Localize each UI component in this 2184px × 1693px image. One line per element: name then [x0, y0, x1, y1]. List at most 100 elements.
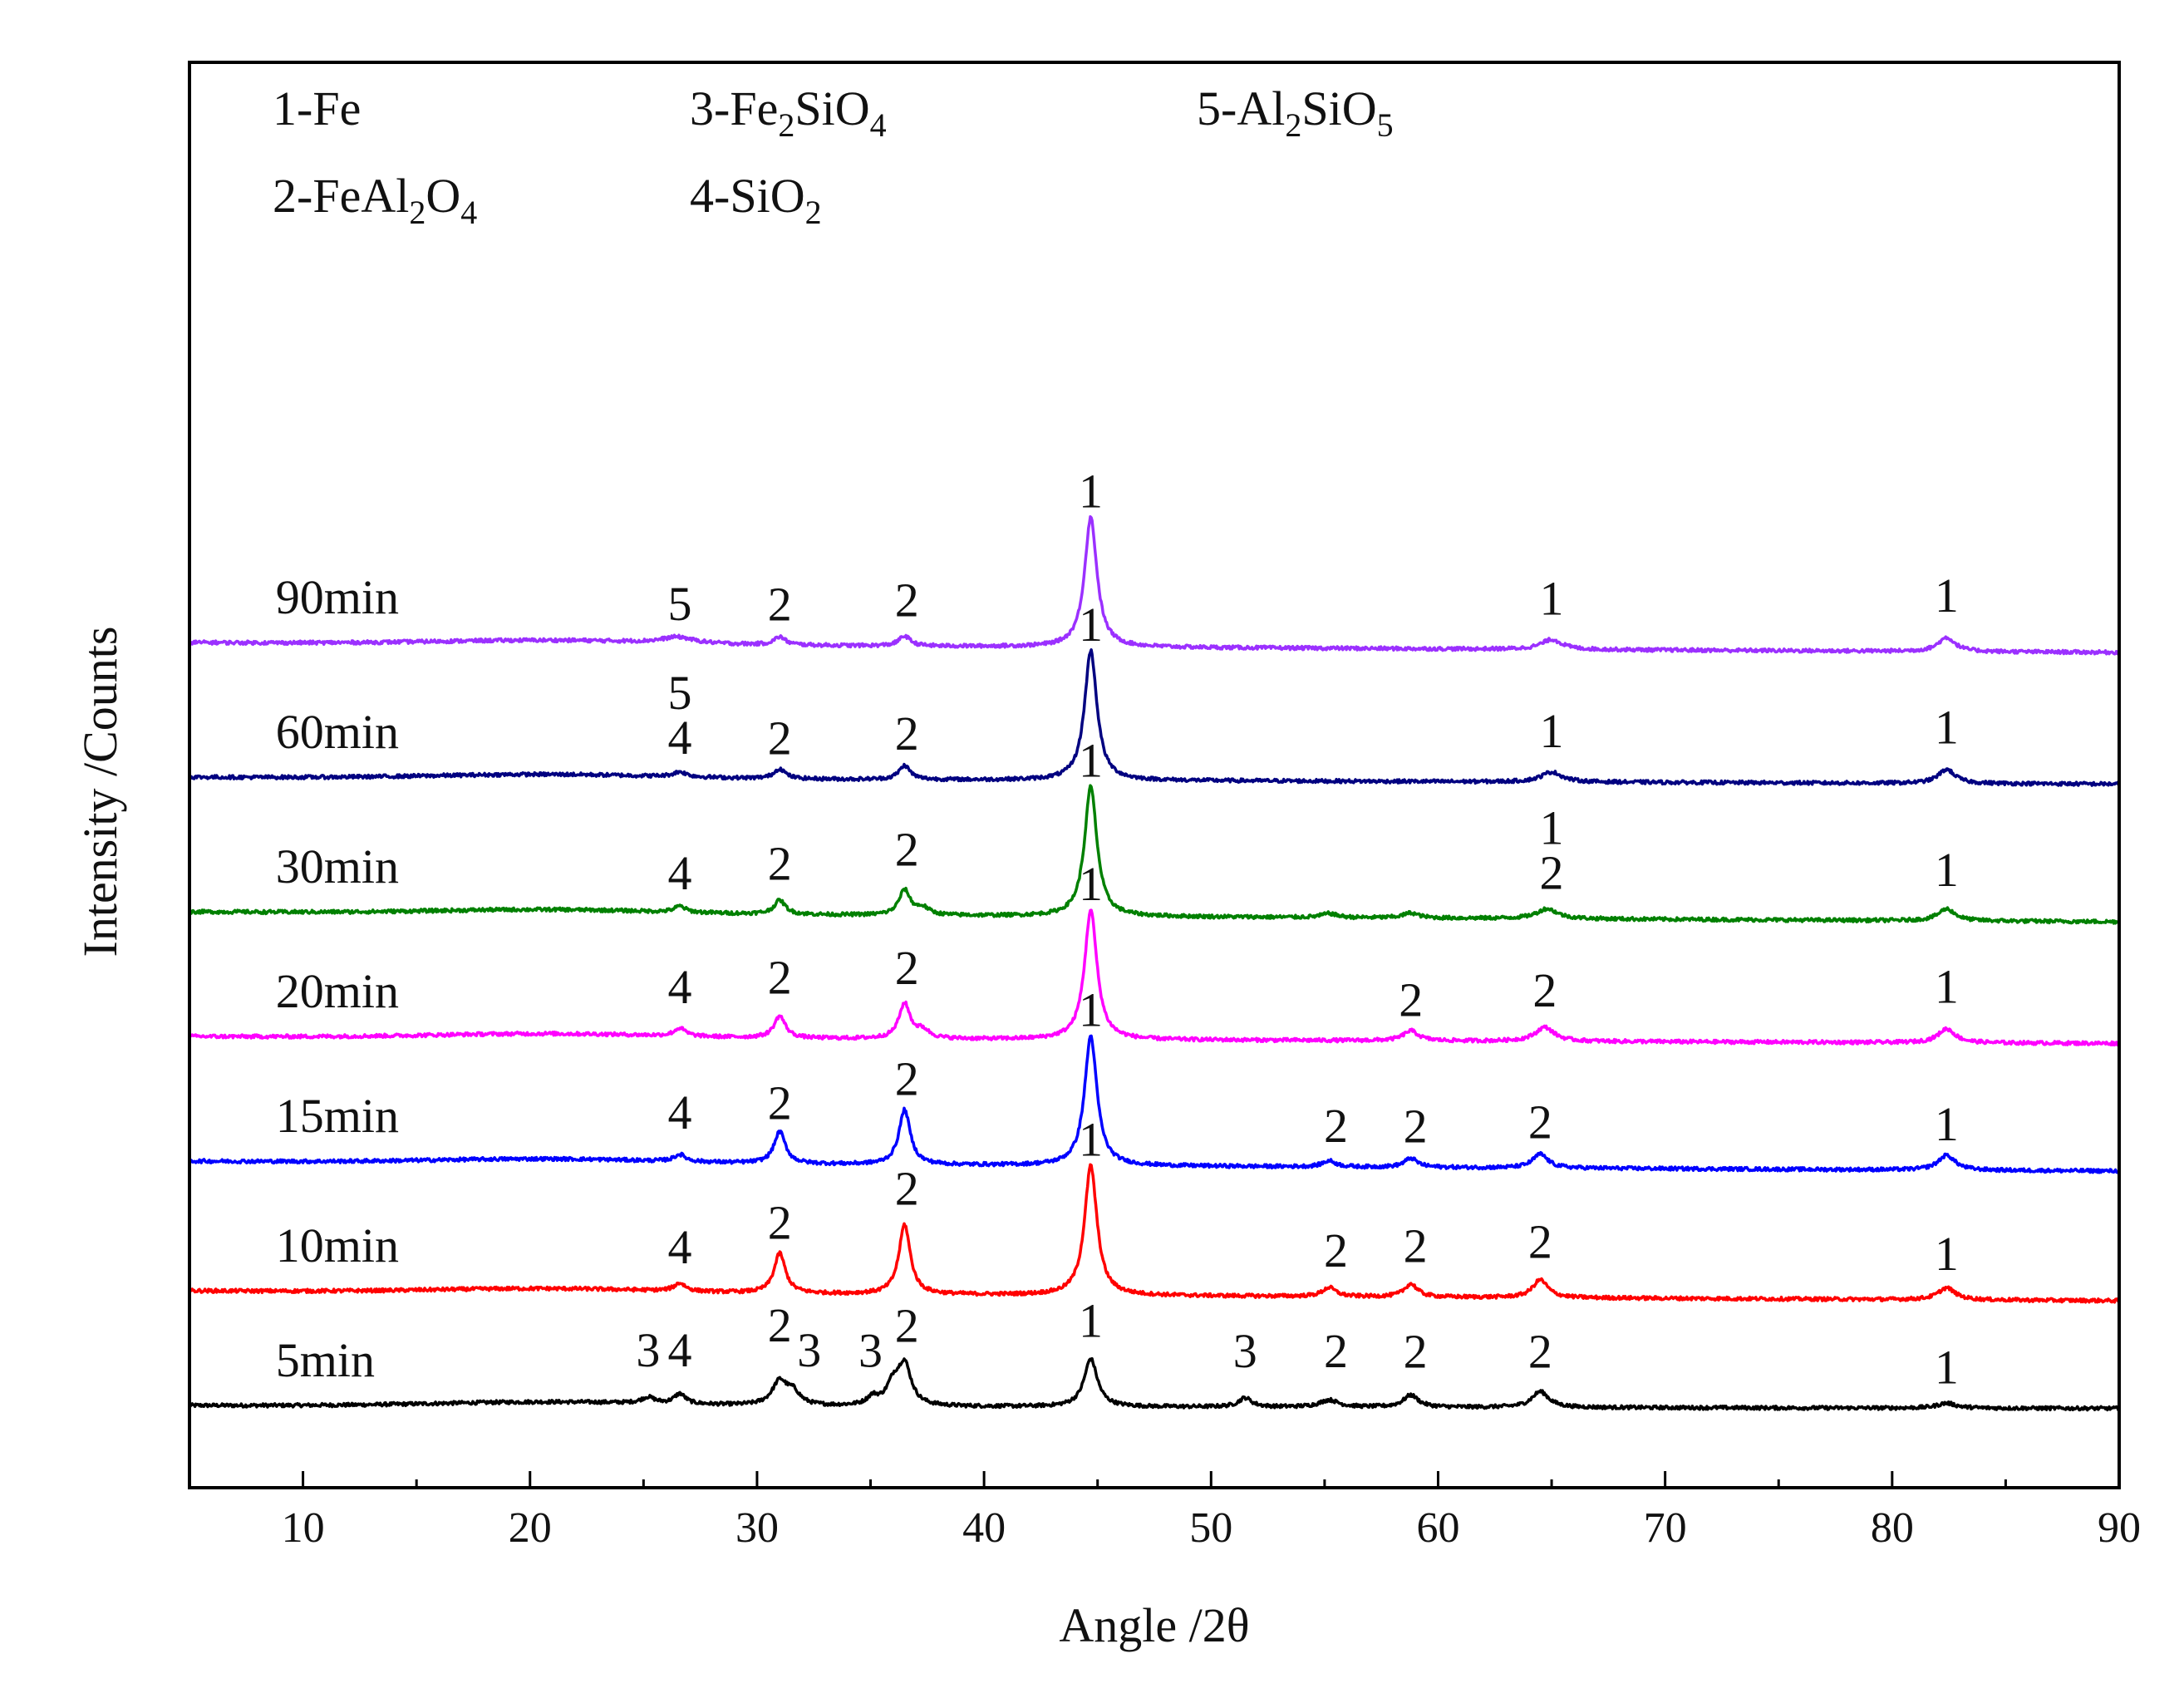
legend-dash: - — [1221, 81, 1237, 135]
x-axis-label: Angle /2θ — [1059, 1598, 1249, 1652]
peak-label: 1 — [1540, 571, 1564, 625]
legend-entry: 1-Fe — [273, 81, 361, 135]
peak-label: 2 — [895, 573, 919, 627]
peak-label: 2 — [768, 578, 792, 632]
x-tick-label: 10 — [282, 1504, 325, 1552]
legend-entry-number: 2 — [273, 169, 297, 223]
legend-entry-number: 5 — [1197, 81, 1221, 135]
legend-formula-part: Fe — [730, 81, 778, 135]
legend-dash: - — [297, 169, 312, 223]
peak-label: 2 — [895, 941, 919, 995]
x-tick-label: 70 — [1644, 1504, 1687, 1552]
peak-label: 2 — [768, 1298, 792, 1352]
series-line-5min — [188, 1356, 2120, 1412]
peak-label: 1 — [1935, 1340, 1959, 1394]
peak-label: 1 — [1935, 1227, 1959, 1281]
legend-dash: - — [297, 81, 312, 135]
legend-subscript: 4 — [870, 106, 887, 144]
legend-formula-part: Fe — [312, 81, 361, 135]
x-tick-label: 50 — [1189, 1504, 1232, 1552]
legend-subscript: 2 — [1285, 106, 1301, 144]
series-line-60min — [189, 648, 2121, 787]
legend-formula-part: FeAl — [312, 169, 409, 223]
axes: 10 20 30 40 50 60 70 80 90 Angle /2θ Intensity /… — [73, 61, 2141, 1652]
peak-label: 2 — [1528, 1095, 1552, 1149]
series-layer — [188, 514, 2121, 1412]
series-20min — [188, 908, 2121, 1047]
legend-entry: 5-Al2SiO5 — [1197, 81, 1394, 144]
legend-entry: 4-SiO2 — [690, 169, 822, 231]
peak-label: 2 — [1399, 972, 1423, 1026]
series-30min — [188, 784, 2121, 925]
legend-formula-part: Al — [1237, 81, 1285, 135]
legend-dash: - — [714, 169, 730, 223]
peak-label: 2 — [1528, 1325, 1552, 1379]
legend-subscript: 2 — [805, 194, 822, 231]
series-line-90min — [188, 514, 2121, 656]
series-60min — [189, 648, 2121, 787]
peak-label: 4 — [668, 960, 692, 1014]
peak-label: 1 — [1079, 857, 1103, 911]
series-name-label: 5min — [276, 1333, 375, 1387]
peak-label: 2 — [895, 822, 919, 876]
legend-entry-number: 3 — [690, 81, 714, 135]
peak-label: 1 — [1079, 465, 1103, 519]
peak-label: 2 — [1404, 1324, 1428, 1378]
legend-formula-part: SiO — [1301, 81, 1376, 135]
peak-label: 1 — [1079, 1294, 1103, 1348]
series-10min — [188, 1163, 2120, 1304]
legend-subscript: 2 — [409, 194, 425, 231]
legend-dash: - — [714, 81, 730, 135]
peak-label: 2 — [895, 1298, 919, 1352]
peak-label: 4 — [668, 1220, 692, 1274]
peak-label: 4 — [668, 1085, 692, 1139]
legend-entry: 2-FeAl2O4 — [273, 169, 477, 231]
series-name-label: 15min — [276, 1089, 399, 1143]
peak-label: 5 — [668, 666, 692, 720]
x-tick-label: 90 — [2098, 1504, 2141, 1552]
series-line-10min — [188, 1163, 2120, 1304]
peak-label: 2 — [1540, 845, 1564, 899]
peak-label: 2 — [768, 1196, 792, 1250]
peak-label: 1 — [1079, 734, 1103, 788]
legend-entry-number: 1 — [273, 81, 297, 135]
peak-label: 4 — [668, 711, 692, 765]
peak-label: 2 — [1532, 963, 1557, 1017]
peak-label: 3 — [858, 1323, 883, 1377]
peak-label: 2 — [1528, 1214, 1552, 1268]
peak-label: 5 — [668, 577, 692, 631]
peak-label: 2 — [768, 951, 792, 1005]
plot-frame — [188, 61, 2121, 1489]
legend-entry: 3-Fe2SiO4 — [690, 81, 887, 144]
peak-label: 1 — [1935, 701, 1959, 755]
peak-label: 2 — [895, 1051, 919, 1105]
peak-label: 2 — [1324, 1223, 1348, 1277]
legend-formula-part: SiO — [730, 169, 804, 223]
peak-label: 2 — [768, 837, 792, 891]
x-ticks: 10 20 30 40 50 60 70 80 90 — [188, 1471, 2141, 1552]
y-axis-label: Intensity /Counts — [73, 627, 127, 957]
series-line-15min — [188, 1034, 2121, 1174]
peak-label: 4 — [668, 1323, 692, 1377]
peak-label: 1 — [1079, 598, 1103, 652]
peak-label: 1 — [1935, 843, 1959, 897]
legend-entry-number: 4 — [690, 169, 714, 223]
legend-subscript: 4 — [460, 194, 477, 231]
peak-label: 2 — [1404, 1219, 1428, 1273]
series-name-label: 60min — [276, 705, 399, 759]
peak-label: 3 — [797, 1323, 821, 1377]
series-name-label: 90min — [276, 570, 399, 624]
series-line-30min — [188, 784, 2121, 925]
peak-label: 1 — [1079, 1113, 1103, 1167]
legend-formula-part: O — [425, 169, 460, 223]
peak-label: 2 — [1324, 1324, 1348, 1378]
peak-label: 2 — [768, 711, 792, 765]
peak-label: 1 — [1540, 704, 1564, 758]
x-tick-label: 40 — [962, 1504, 1006, 1552]
x-tick-label: 30 — [735, 1504, 779, 1552]
series-name-label: 20min — [276, 964, 399, 1018]
x-tick-label: 60 — [1416, 1504, 1459, 1552]
